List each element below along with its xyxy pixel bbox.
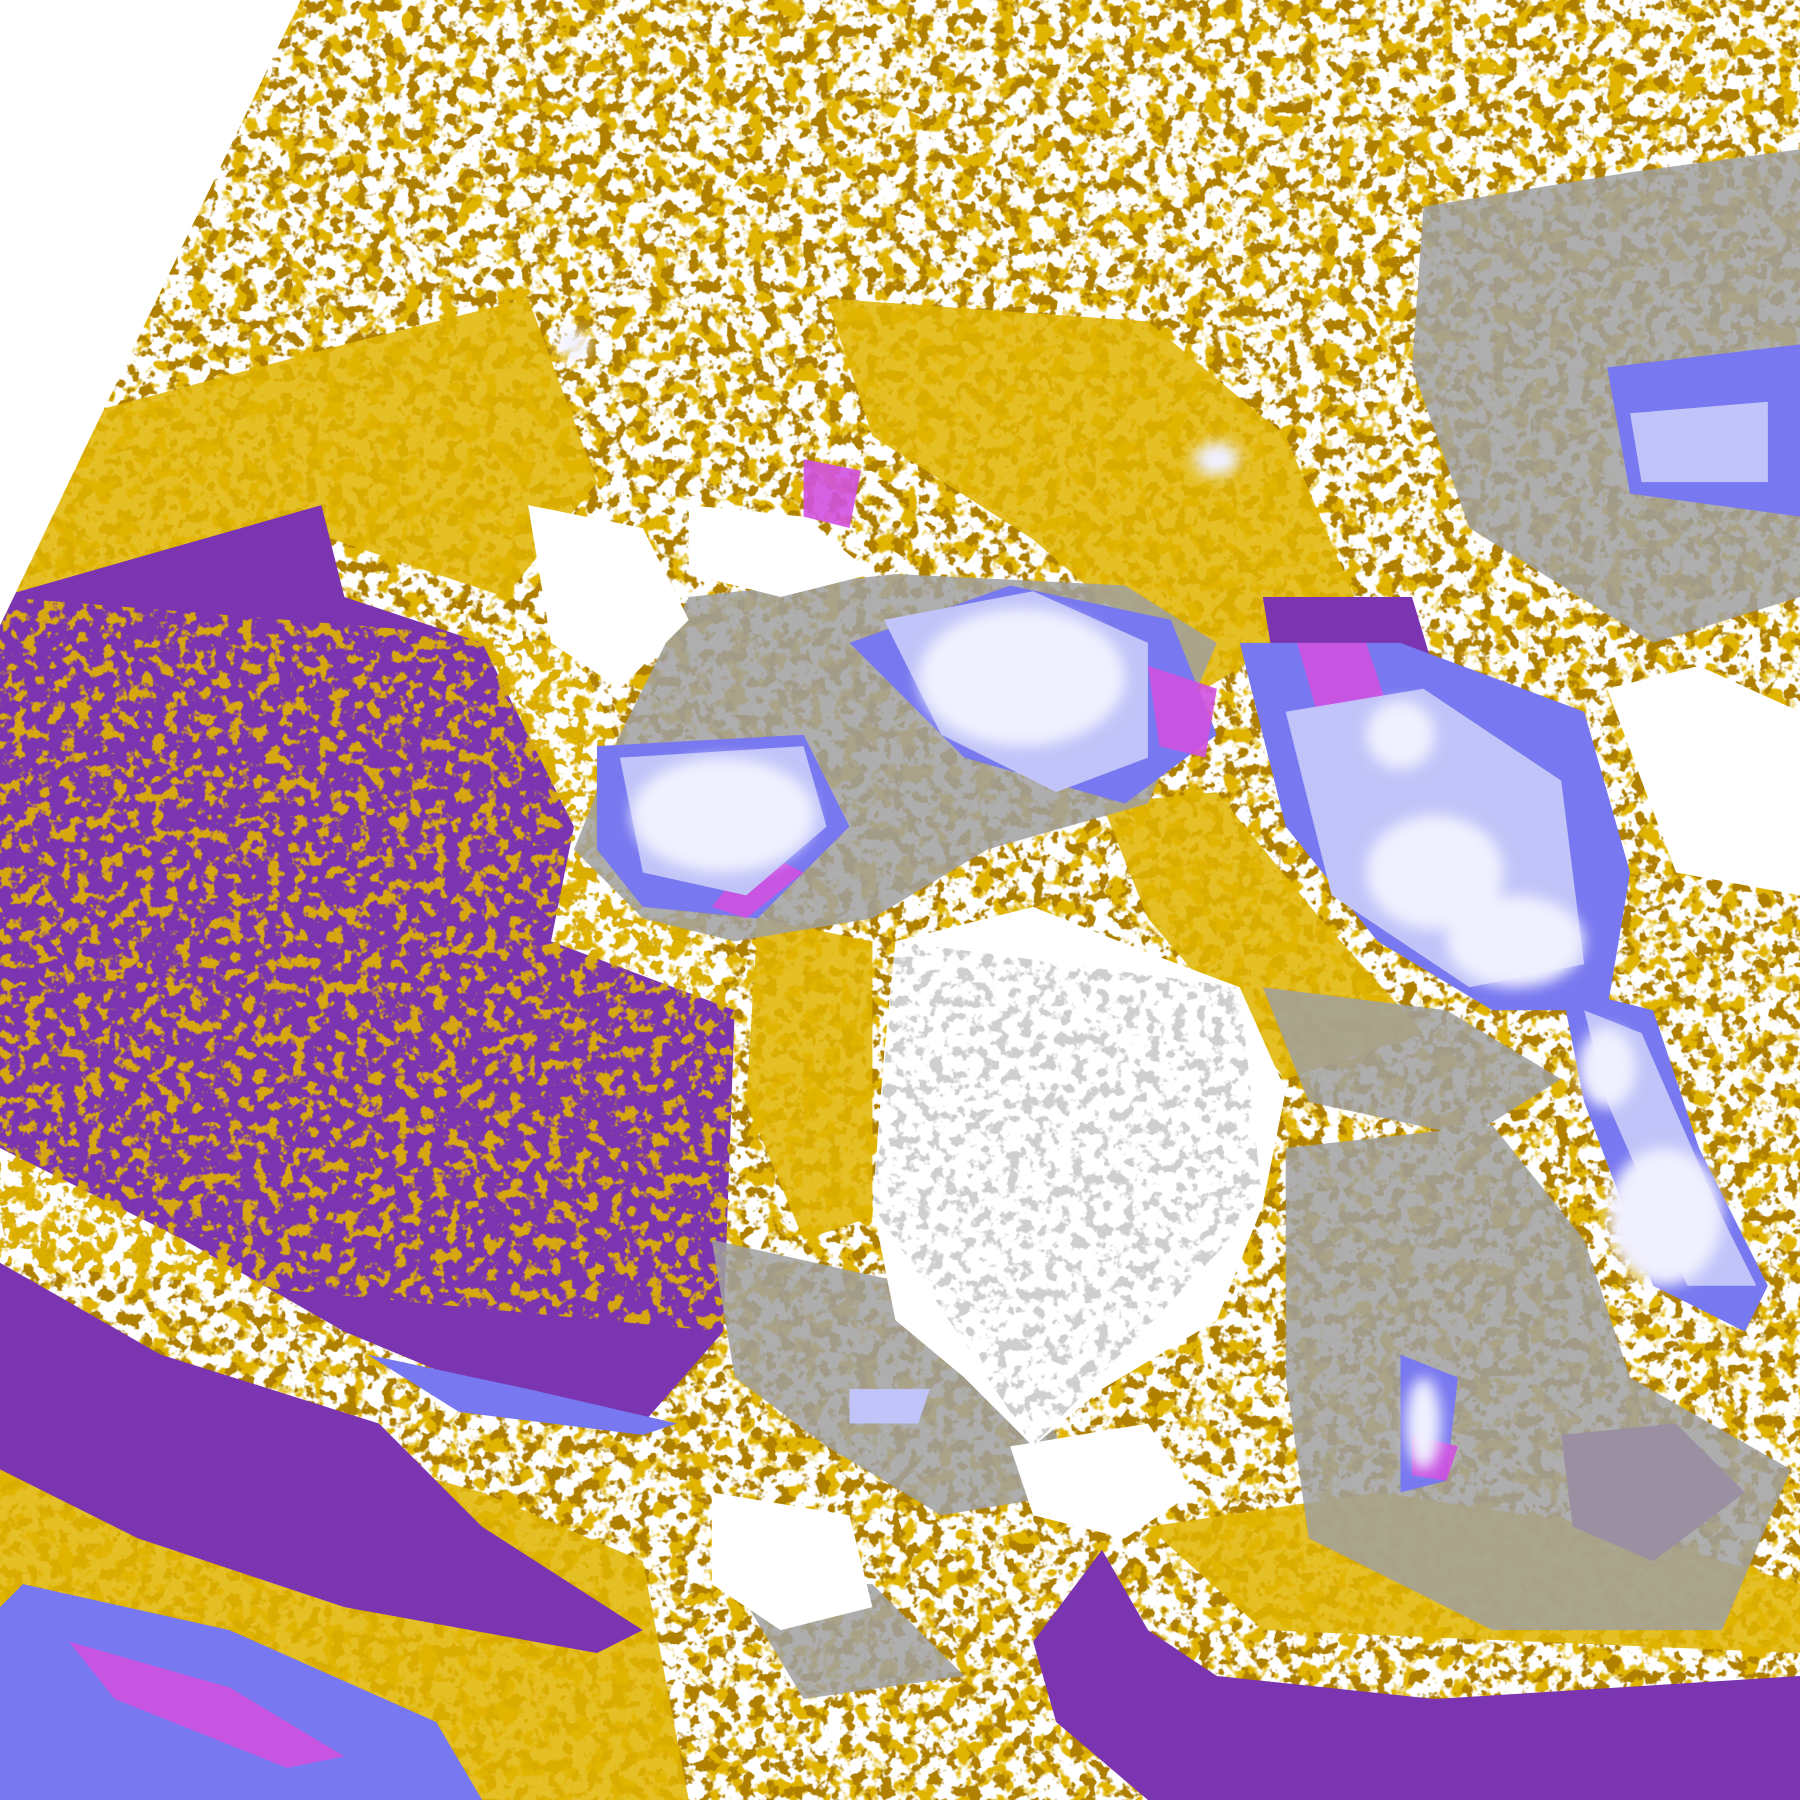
purple-speckle [0, 596, 735, 1332]
near-white-cloud-cores [557, 330, 1722, 1470]
clear-area-speckle [872, 941, 1263, 1447]
